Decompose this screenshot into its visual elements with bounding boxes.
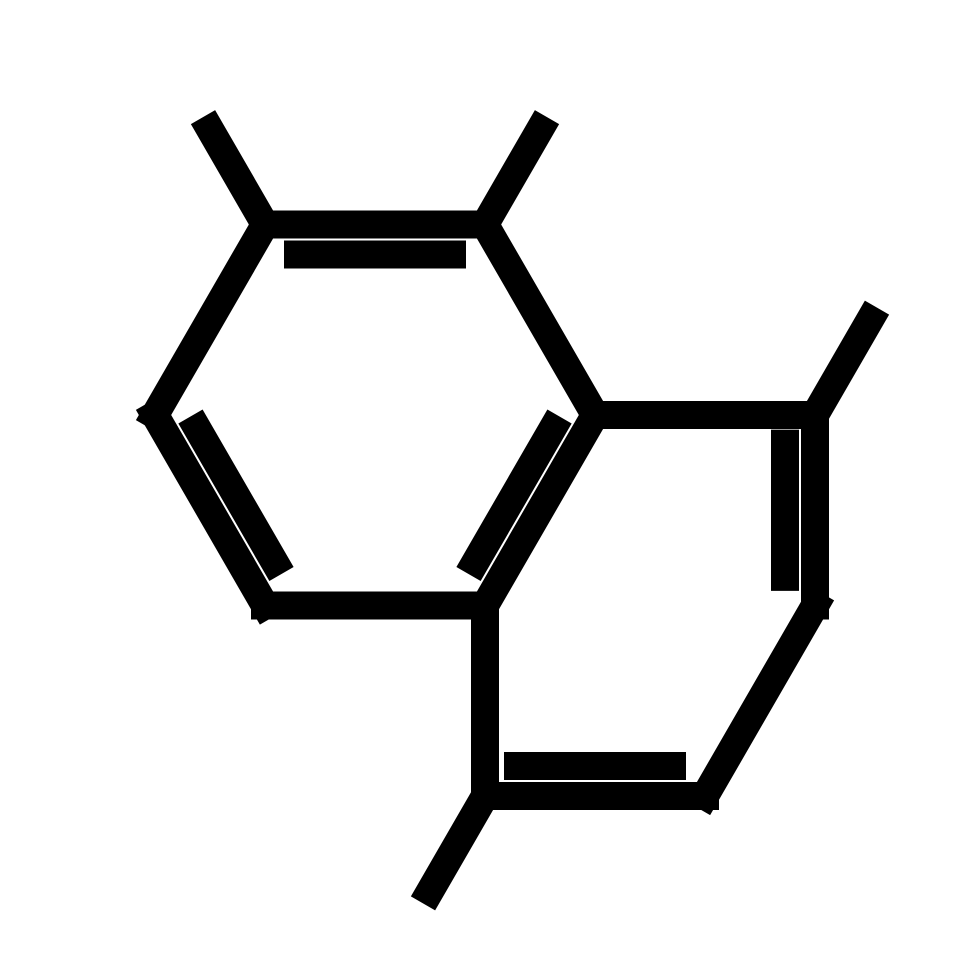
substituent-bond bbox=[485, 129, 540, 224]
ring-1-edge bbox=[485, 225, 595, 416]
substituent-bond bbox=[430, 796, 485, 891]
substituent-bond bbox=[815, 320, 870, 415]
ring-2-edge bbox=[705, 606, 815, 797]
molecule-diagram bbox=[0, 0, 980, 980]
ring-1-edge bbox=[155, 225, 265, 416]
substituent-bond bbox=[210, 129, 265, 224]
